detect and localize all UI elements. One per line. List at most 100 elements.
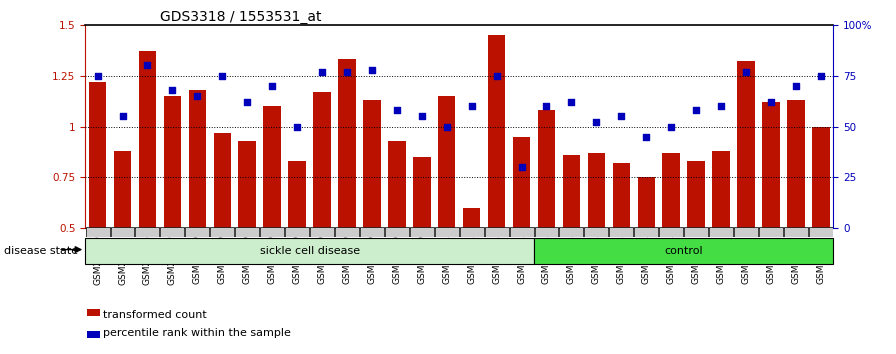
Bar	[809, 227, 832, 237]
Bar	[85, 238, 534, 264]
Bar	[360, 227, 383, 237]
Point	[739, 69, 754, 74]
Bar	[339, 59, 356, 228]
Bar	[189, 90, 206, 228]
Bar	[314, 92, 331, 228]
Point	[714, 103, 728, 109]
Bar	[263, 106, 280, 228]
Point	[116, 114, 130, 119]
Point	[664, 124, 678, 130]
Bar	[659, 227, 683, 237]
Point	[141, 63, 155, 68]
Bar	[613, 163, 630, 228]
Bar	[762, 102, 780, 228]
Point	[90, 73, 105, 79]
Point	[190, 93, 204, 99]
Point	[290, 124, 305, 130]
Bar	[413, 157, 430, 228]
Text: GDS3318 / 1553531_at: GDS3318 / 1553531_at	[160, 10, 322, 24]
Bar	[634, 227, 659, 237]
Bar	[87, 309, 99, 316]
Bar	[236, 227, 259, 237]
Point	[415, 114, 429, 119]
Bar	[712, 151, 729, 228]
Bar	[559, 227, 583, 237]
Bar	[563, 155, 580, 228]
Point	[689, 108, 703, 113]
Point	[440, 124, 454, 130]
Bar	[260, 227, 284, 237]
Point	[340, 69, 354, 74]
Bar	[488, 35, 505, 228]
Bar	[513, 137, 530, 228]
Bar	[135, 227, 159, 237]
Bar	[534, 238, 833, 264]
Bar	[460, 227, 484, 237]
Bar	[538, 110, 556, 228]
Bar	[438, 96, 455, 228]
Bar	[114, 151, 131, 228]
Bar	[238, 141, 256, 228]
Bar	[535, 227, 558, 237]
Point	[590, 120, 604, 125]
Point	[464, 103, 478, 109]
Text: transformed count: transformed count	[103, 310, 207, 320]
Bar	[510, 227, 533, 237]
Bar	[289, 161, 306, 228]
Bar	[609, 227, 633, 237]
Bar	[588, 153, 605, 228]
Point	[365, 67, 379, 73]
Point	[788, 83, 803, 89]
Bar	[285, 227, 309, 237]
Bar	[812, 127, 830, 228]
Bar	[788, 100, 805, 228]
Bar	[385, 227, 409, 237]
Bar	[185, 227, 210, 237]
Bar	[485, 227, 509, 237]
Bar	[737, 62, 754, 228]
Point	[165, 87, 179, 93]
Text: control: control	[664, 246, 703, 256]
Bar	[409, 227, 434, 237]
Point	[763, 99, 778, 105]
Bar	[685, 227, 708, 237]
Point	[215, 73, 229, 79]
Point	[814, 73, 828, 79]
Bar	[584, 227, 608, 237]
Bar	[160, 227, 185, 237]
Bar	[335, 227, 359, 237]
Point	[639, 134, 653, 139]
Bar	[734, 227, 758, 237]
Bar	[388, 141, 406, 228]
Bar	[709, 227, 733, 237]
Bar	[463, 208, 480, 228]
Bar	[211, 227, 234, 237]
Bar	[363, 100, 381, 228]
Bar	[139, 51, 156, 228]
Text: sickle cell disease: sickle cell disease	[260, 246, 359, 256]
Bar	[89, 82, 107, 228]
Point	[614, 114, 628, 119]
Text: disease state: disease state	[4, 246, 79, 256]
Point	[314, 69, 329, 74]
Bar	[687, 161, 705, 228]
Bar	[784, 227, 808, 237]
Bar	[213, 133, 231, 228]
Text: percentile rank within the sample: percentile rank within the sample	[103, 328, 291, 338]
Point	[564, 99, 579, 105]
Point	[265, 83, 280, 89]
Bar	[435, 227, 459, 237]
Bar	[638, 177, 655, 228]
Bar	[87, 331, 99, 338]
Bar	[86, 227, 109, 237]
Point	[539, 103, 554, 109]
Point	[514, 164, 529, 170]
Point	[489, 73, 504, 79]
Bar	[310, 227, 334, 237]
Point	[240, 99, 254, 105]
Bar	[759, 227, 783, 237]
Bar	[662, 153, 680, 228]
Bar	[110, 227, 134, 237]
Point	[390, 108, 404, 113]
Bar	[164, 96, 181, 228]
